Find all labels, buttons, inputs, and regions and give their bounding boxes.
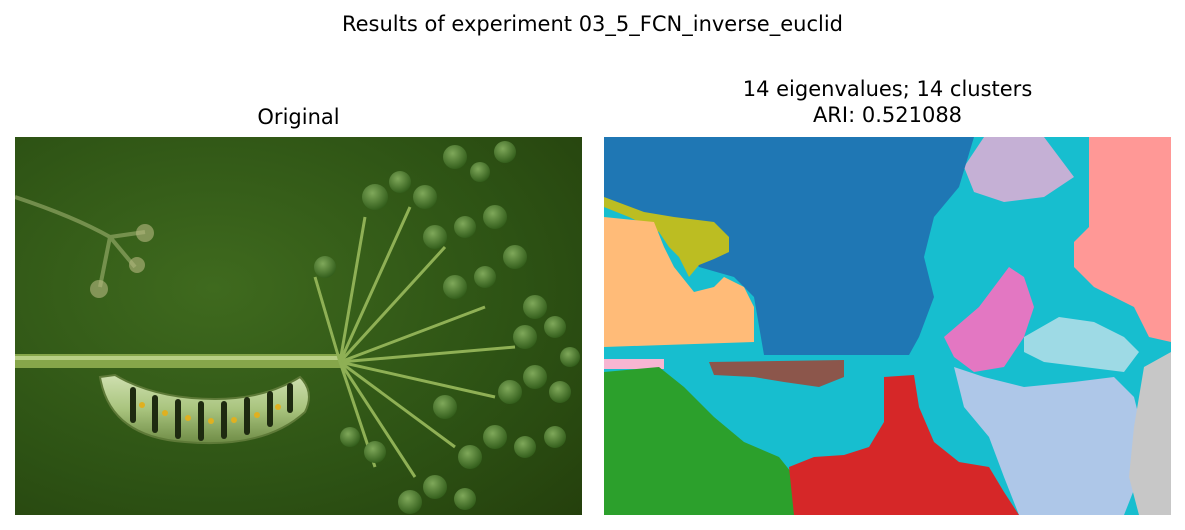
cluster-pink	[944, 267, 1034, 372]
cluster-segmentation	[604, 137, 1171, 515]
cluster-blue	[604, 137, 974, 355]
clusters-title-line1: 14 eigenvalues; 14 clusters	[742, 77, 1033, 101]
cluster-thistle	[964, 137, 1074, 202]
cluster-gray	[1129, 352, 1171, 515]
cluster-green	[604, 367, 799, 515]
cluster-light-cyan	[1024, 317, 1139, 372]
cluster-map	[604, 137, 1171, 515]
cluster-red	[789, 375, 1019, 515]
cluster-salmon	[1074, 137, 1171, 342]
original-image	[15, 137, 582, 515]
cluster-brown	[709, 360, 844, 387]
cluster-light-orange	[604, 217, 754, 347]
cluster-light-pink	[604, 359, 664, 369]
cluster-olive	[604, 197, 729, 277]
figure-suptitle: Results of experiment 03_5_FCN_inverse_e…	[341, 12, 843, 36]
ari-score-label: ARI: 0.521088	[812, 103, 963, 127]
cluster-lavender	[954, 367, 1144, 515]
clusters-title: 14 eigenvalues; 14 clusters ARI: 0.52108…	[604, 76, 1171, 128]
original-title: Original	[257, 105, 340, 129]
caterpillar-photo	[15, 137, 582, 515]
